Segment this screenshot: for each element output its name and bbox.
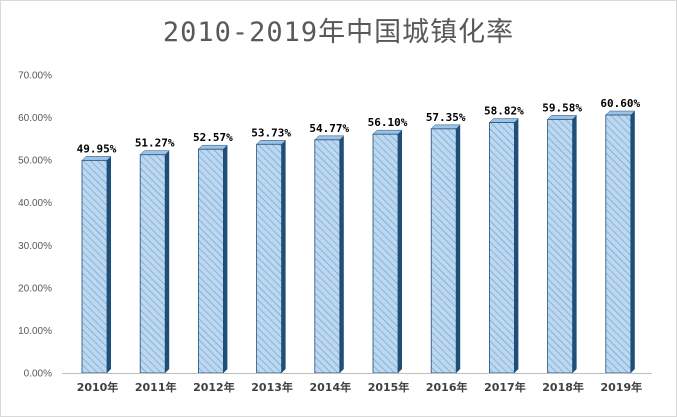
- data-label: 60.60%: [600, 97, 640, 110]
- bar-top: [605, 110, 636, 116]
- bar-front: [547, 118, 573, 374]
- bar: [605, 110, 636, 374]
- y-tick-label: 50.00%: [18, 156, 52, 167]
- bar-series: [81, 110, 636, 374]
- bar: [197, 144, 229, 374]
- bar-front: [488, 122, 515, 374]
- x-tick-label: 2013年: [251, 380, 293, 394]
- y-axis: 0.00% 10.00% 20.00% 30.00% 40.00% 50.00% 60.00…: [18, 71, 52, 380]
- bar-top: [546, 115, 578, 120]
- x-tick-label: 2018年: [542, 380, 584, 394]
- bar-front: [139, 154, 166, 374]
- bar-front: [81, 159, 108, 374]
- x-axis: 2010年 2011年 2012年 2013年 2014年 2015年 2016年 2017年…: [77, 380, 642, 394]
- bar-top: [197, 144, 229, 150]
- bar: [139, 150, 170, 374]
- bar-side: [281, 140, 286, 373]
- bar: [546, 115, 578, 374]
- bar-side: [398, 130, 402, 373]
- bar-front: [372, 133, 399, 374]
- bar-top: [488, 118, 520, 123]
- x-tick-label: 2012年: [193, 380, 235, 394]
- bar: [488, 118, 520, 374]
- data-label: 58.82%: [484, 105, 524, 118]
- bar-front: [605, 114, 632, 374]
- y-tick-label: 10.00%: [18, 326, 52, 337]
- bar-front: [256, 143, 283, 374]
- x-tick-label: 2015年: [368, 380, 410, 394]
- data-label: 59.58%: [542, 101, 582, 114]
- y-tick-label: 0.00%: [24, 369, 52, 380]
- data-label: 54.77%: [309, 122, 349, 135]
- bar-top: [81, 156, 112, 161]
- bar-top: [430, 124, 461, 130]
- data-label: 57.35%: [426, 111, 466, 124]
- bar-side: [572, 115, 577, 373]
- bar-front: [314, 139, 341, 374]
- x-tick-label: 2019年: [600, 380, 642, 394]
- bar-front: [430, 128, 457, 374]
- data-label: 52.57%: [193, 131, 233, 144]
- bar-top: [255, 140, 287, 145]
- bar-side: [339, 135, 344, 373]
- data-label: 49.95%: [77, 142, 117, 155]
- data-label: 56.10%: [368, 116, 408, 129]
- bar-side: [165, 150, 170, 373]
- data-label: 53.73%: [251, 126, 291, 139]
- bar-top: [372, 129, 403, 135]
- y-tick-label: 20.00%: [18, 283, 52, 294]
- data-label: 51.27%: [135, 137, 175, 150]
- bar: [430, 124, 461, 374]
- y-tick-label: 30.00%: [18, 241, 52, 252]
- bar-side: [514, 118, 519, 374]
- x-tick-label: 2011年: [135, 380, 177, 394]
- bar-side: [107, 156, 111, 373]
- x-tick-label: 2014年: [309, 380, 351, 394]
- bar-side: [456, 124, 461, 373]
- bar-side: [630, 111, 635, 373]
- y-tick-label: 60.00%: [18, 113, 52, 124]
- bar-top: [139, 150, 170, 155]
- data-labels: 49.95% 51.27% 52.57% 53.73% 54.77% 56.10% 57.3…: [77, 97, 641, 155]
- bar-side: [223, 145, 228, 373]
- chart-title: 2010-2019年中国城镇化率: [162, 17, 515, 48]
- y-tick-label: 40.00%: [18, 198, 52, 209]
- x-tick-label: 2017年: [484, 380, 526, 394]
- bar: [314, 135, 345, 374]
- x-tick-label: 2010年: [77, 380, 119, 394]
- bar-front: [197, 148, 224, 374]
- bar-top: [314, 135, 345, 141]
- x-tick-label: 2016年: [426, 380, 468, 394]
- y-tick-label: 70.00%: [18, 71, 52, 82]
- bar: [255, 140, 287, 374]
- bar: [372, 129, 403, 374]
- bar: [81, 156, 112, 374]
